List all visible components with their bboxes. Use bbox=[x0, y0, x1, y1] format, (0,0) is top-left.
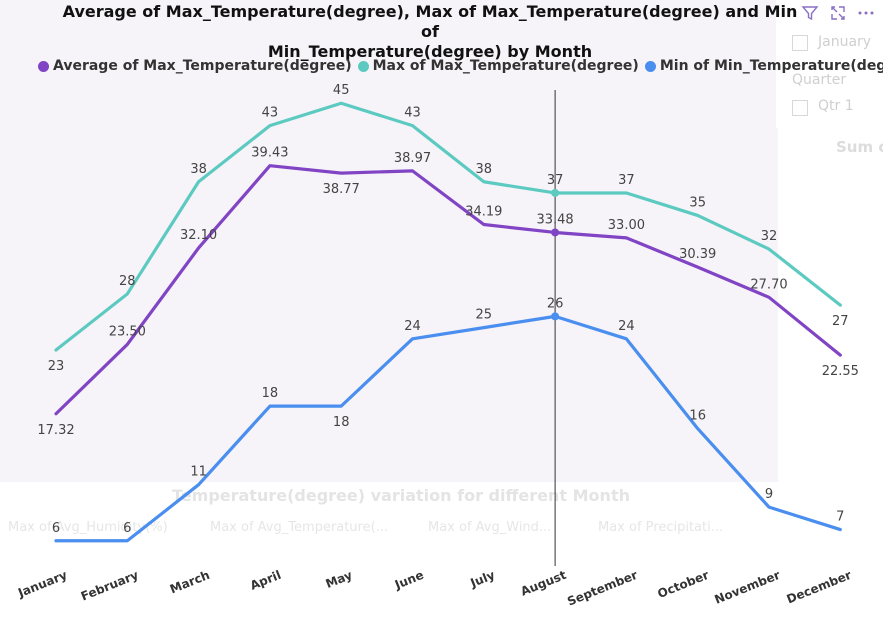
data-label: 33.00 bbox=[608, 218, 645, 233]
chart2-legend-item: Max of Avg_Wind... bbox=[428, 520, 552, 535]
x-tick-label: March bbox=[168, 568, 212, 597]
data-label: 32 bbox=[761, 229, 778, 244]
data-label: 6 bbox=[123, 521, 131, 536]
series-point-marker bbox=[551, 228, 560, 237]
legend-item-max-max[interactable]: Max of Max_Temperature(degree) bbox=[357, 58, 639, 74]
data-label: 9 bbox=[765, 487, 773, 502]
data-label: 28 bbox=[119, 274, 136, 289]
slicer-quarter-item[interactable]: Qtr 1 bbox=[818, 98, 854, 114]
chart2-title: Temperature(degree) variation for differ… bbox=[172, 486, 630, 505]
data-label: 39.43 bbox=[251, 146, 288, 161]
chart-title-line: Average of Max_Temperature(degree), Max … bbox=[62, 2, 798, 41]
chart2-legend-item: Max of Avg_Humidity(%) bbox=[8, 520, 168, 535]
series-point-marker bbox=[551, 188, 560, 197]
more-options-icon[interactable] bbox=[857, 4, 875, 22]
data-label: 24 bbox=[618, 319, 635, 334]
data-label: 23.50 bbox=[109, 324, 146, 339]
chart-legend: Average of Max_Temperature(degree) Max o… bbox=[38, 56, 883, 76]
data-label: 43 bbox=[404, 106, 421, 121]
data-label: 38 bbox=[476, 162, 493, 177]
x-tick-label: February bbox=[79, 568, 141, 604]
x-tick-label: December bbox=[785, 568, 854, 607]
filter-icon[interactable] bbox=[801, 4, 819, 22]
legend-dot bbox=[357, 60, 369, 72]
data-label: 6 bbox=[52, 521, 60, 536]
data-label: 35 bbox=[689, 195, 706, 210]
data-label: 17.32 bbox=[37, 423, 74, 438]
data-label: 34.19 bbox=[465, 205, 502, 220]
focus-mode-icon[interactable] bbox=[829, 4, 847, 22]
chart-focus-panel bbox=[0, 0, 778, 482]
data-label: 26 bbox=[547, 296, 564, 311]
data-label: 33.48 bbox=[536, 212, 573, 227]
series-line-1 bbox=[54, 101, 842, 352]
slicer-checkbox[interactable] bbox=[792, 35, 808, 51]
x-tick-label: November bbox=[713, 568, 783, 607]
data-label: 27 bbox=[832, 314, 849, 329]
x-tick-label: August bbox=[519, 568, 569, 599]
x-tick-label: October bbox=[656, 568, 711, 601]
legend-dot bbox=[644, 60, 656, 72]
data-label: 18 bbox=[262, 386, 279, 401]
slicer-month-item[interactable]: January bbox=[818, 34, 872, 50]
series-point-marker bbox=[551, 312, 560, 321]
data-label: 22.55 bbox=[822, 364, 859, 379]
x-tick-label: June bbox=[392, 568, 426, 592]
chart-title: Average of Max_Temperature(degree), Max … bbox=[60, 2, 800, 62]
slicer-checkbox[interactable] bbox=[792, 100, 808, 116]
chart2-legend-item: Max of Avg_Temperature(... bbox=[210, 520, 389, 535]
month-slicer-panel: January Quarter Qtr 1 bbox=[776, 0, 883, 128]
legend-item-avg-max[interactable]: Average of Max_Temperature(degree) bbox=[38, 58, 352, 74]
data-label: 27.70 bbox=[750, 277, 787, 292]
data-label: 37 bbox=[547, 173, 564, 188]
data-label: 24 bbox=[404, 319, 421, 334]
chart2-legend-item: Max of Precipitati... bbox=[598, 520, 724, 535]
data-label: 37 bbox=[618, 173, 635, 188]
side-visual-title: Sum o bbox=[836, 138, 883, 156]
x-tick-label: July bbox=[468, 568, 497, 591]
data-label: 7 bbox=[836, 510, 844, 525]
data-label: 25 bbox=[476, 308, 493, 323]
series-line-0 bbox=[54, 164, 842, 416]
data-label: 32.10 bbox=[180, 228, 217, 243]
data-label: 45 bbox=[333, 83, 350, 98]
x-tick-label: September bbox=[565, 568, 639, 609]
data-label: 18 bbox=[333, 415, 350, 430]
chart-title-line: Min_Temperature(degree) by Month bbox=[267, 42, 593, 61]
data-label: 11 bbox=[190, 465, 207, 480]
legend-label: Average of Max_Temperature(degree) bbox=[53, 58, 352, 74]
legend-item-min-min[interactable]: Min of Min_Temperature(degree) bbox=[644, 58, 883, 74]
data-label: 38.97 bbox=[394, 151, 431, 166]
data-label: 23 bbox=[48, 359, 65, 374]
x-tick-label: May bbox=[324, 568, 355, 591]
legend-label: Max of Max_Temperature(degree) bbox=[372, 58, 639, 74]
data-label: 43 bbox=[262, 106, 279, 121]
x-tick-label: January bbox=[15, 568, 69, 601]
x-tick-label: April bbox=[248, 568, 283, 593]
data-label: 30.39 bbox=[679, 247, 716, 262]
legend-label: Min of Min_Temperature(degree) bbox=[659, 58, 883, 74]
data-label: 38.77 bbox=[323, 182, 360, 197]
data-label: 38 bbox=[190, 162, 207, 177]
slicer-quarter-title: Quarter bbox=[792, 72, 847, 88]
legend-dot bbox=[38, 60, 49, 72]
data-label: 16 bbox=[689, 409, 706, 424]
visual-header-toolbar bbox=[801, 4, 875, 22]
series-line-2 bbox=[54, 314, 842, 543]
